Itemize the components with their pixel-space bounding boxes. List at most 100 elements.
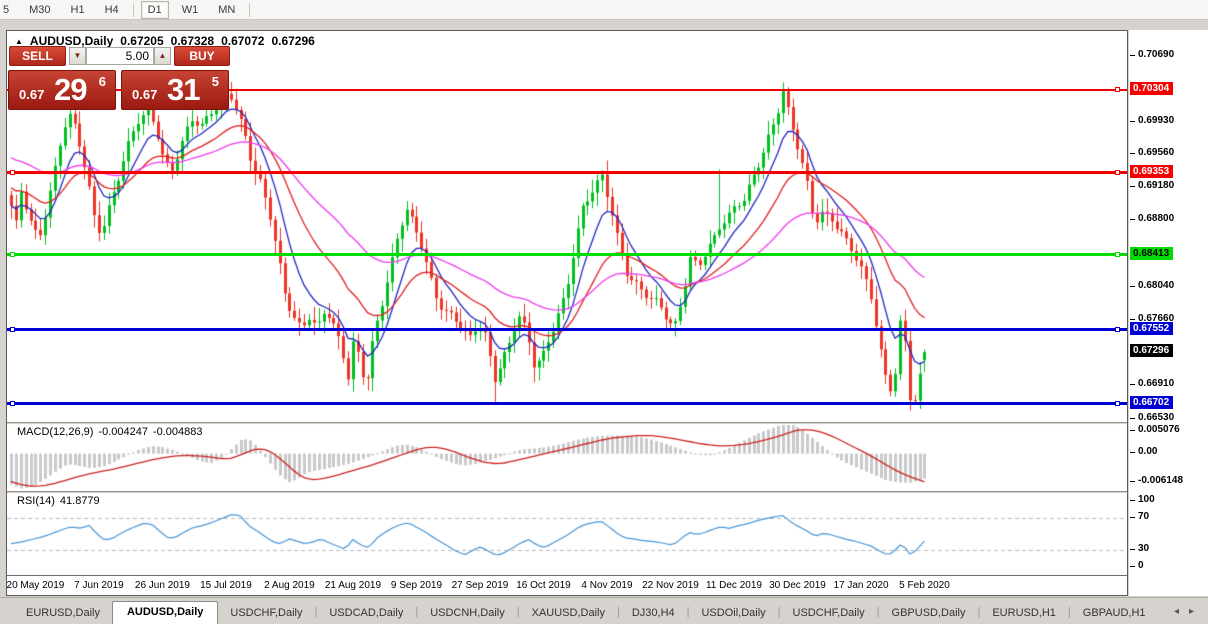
macd-value-2: -0.004883 — [152, 426, 203, 438]
line-handle-left[interactable] — [10, 326, 15, 332]
sell-price-prefix: 0.67 — [19, 87, 45, 102]
quote-low: 0.67072 — [221, 34, 265, 48]
tab-separator: | — [314, 606, 318, 618]
date-label: 11 Dec 2019 — [705, 580, 762, 591]
sell-button[interactable]: SELL — [9, 46, 66, 66]
tab-separator: | — [777, 606, 781, 618]
chart-tab-gbpaud-h1[interactable]: GBPAUD,H1 — [1082, 607, 1146, 619]
chart-tab-dj30-h4[interactable]: DJ30,H4 — [631, 607, 675, 619]
buy-price-prefix: 0.67 — [132, 87, 158, 102]
timeframe-button-D1[interactable]: D1 — [140, 0, 169, 19]
chart-tab-usdchf-daily[interactable]: USDCHF,Daily — [230, 607, 303, 619]
date-label: 22 Nov 2019 — [642, 580, 699, 591]
chart-tab-usdcnh-daily[interactable]: USDCNH,Daily — [430, 607, 505, 619]
line-handle-right[interactable] — [1115, 86, 1120, 92]
date-label: 26 Jun 2019 — [134, 580, 190, 591]
timeframe-button-H1[interactable]: H1 — [70, 3, 85, 16]
quote-high: 0.67328 — [170, 34, 215, 48]
buy-price-main: 31 — [167, 72, 200, 107]
date-label: 4 Nov 2019 — [581, 580, 633, 591]
macd-indicator-label: MACD(12,26,9) -0.004247 -0.004883 — [17, 426, 203, 438]
tab-separator: | — [415, 606, 419, 618]
horizontal-line-0.68413[interactable] — [7, 251, 1127, 257]
chart-window: ▲ AUDUSD,Daily 0.67205 0.67328 0.67072 0… — [6, 30, 1128, 596]
level-price-badge: 0.68413 — [1130, 246, 1174, 260]
date-label: 21 Aug 2019 — [324, 580, 382, 591]
chart-tab-audusd-daily[interactable]: AUDUSD,Daily — [111, 601, 219, 624]
price-tick-label: 0.69560 — [1129, 147, 1175, 159]
rsi-name: RSI(14) — [17, 495, 55, 507]
line-handle-right[interactable] — [1115, 251, 1120, 257]
horizontal-line-0.67552[interactable] — [7, 326, 1127, 332]
tab-separator: | — [876, 606, 880, 618]
price-axis[interactable]: 0.70690 0.69930 0.69560 0.69180 0.68800 0.680… — [1129, 30, 1208, 596]
rsi-tick-label: 100 — [1130, 493, 1155, 505]
rsi-indicator-label: RSI(14) 41.8779 — [17, 495, 100, 507]
tab-separator: | — [977, 606, 981, 618]
chart-tab-bar: EURUSD,Daily AUDUSD,Daily USDCHF,Daily | USD… — [0, 597, 1208, 624]
one-click-trade-panel: SELL ▼ 5.00 ▲ BUY 0.67 29 6 0.67 31 5 — [8, 44, 230, 110]
chart-tab-usdchf-daily[interactable]: USDCHF,Daily — [792, 607, 865, 619]
rsi-tick-label: 30 — [1129, 542, 1150, 554]
timeframe-button-MN[interactable]: MN — [218, 3, 236, 16]
volume-input[interactable]: 5.00 — [86, 47, 154, 65]
date-label: 27 Sep 2019 — [451, 580, 509, 591]
macd-name: MACD(12,26,9) — [17, 426, 94, 438]
timeframe-button-5[interactable]: 5 — [3, 3, 10, 16]
macd-tick-label: -0.006148 — [1129, 475, 1184, 486]
toolbar-separator — [132, 2, 134, 17]
price-tick-label: 0.68040 — [1129, 279, 1175, 291]
line-handle-right[interactable] — [1115, 326, 1120, 332]
price-tick-label: 0.67660 — [1129, 312, 1175, 324]
timeframe-button-W1[interactable]: W1 — [181, 3, 199, 16]
sell-price-box[interactable]: 0.67 29 6 — [8, 70, 116, 110]
macd-tick-label: 0.005076 — [1130, 423, 1180, 435]
date-axis[interactable]: 20 May 2019 7 Jun 2019 26 Jun 2019 15 Jul 2… — [7, 575, 1127, 595]
chart-tab-eurusd-h1[interactable]: EURUSD,H1 — [992, 607, 1056, 619]
line-handle-left[interactable] — [10, 251, 15, 257]
price-tick-label: 0.68800 — [1129, 213, 1175, 225]
timeframe-toolbar: 5 M30 H1 H4 D1 W1 MN — [0, 0, 1208, 20]
date-label: 5 Feb 2020 — [899, 580, 950, 591]
line-handle-left[interactable] — [10, 400, 15, 406]
volume-increase-button[interactable]: ▲ — [154, 47, 171, 65]
volume-decrease-button[interactable]: ▼ — [69, 47, 86, 65]
quote-close: 0.67296 — [271, 34, 315, 48]
price-tick-label: 0.66530 — [1129, 411, 1175, 423]
sell-price-pip: 6 — [98, 74, 106, 89]
price-tick-label: 0.66910 — [1129, 378, 1175, 390]
tab-separator: | — [686, 606, 690, 618]
chart-tab-eurusd-daily[interactable]: EURUSD,Daily — [26, 607, 100, 619]
rsi-pane-splitter[interactable] — [7, 491, 1127, 494]
chart-quote-header: ▲ AUDUSD,Daily 0.67205 0.67328 0.67072 0… — [15, 34, 315, 48]
tab-scroll-left-icon[interactable]: ◂ — [1173, 606, 1179, 617]
tab-scroll-right-icon[interactable]: ▸ — [1188, 606, 1194, 617]
chart-tab-gbpusd-daily[interactable]: GBPUSD,Daily — [891, 607, 966, 619]
tab-separator: | — [616, 606, 620, 618]
horizontal-line-0.69353[interactable] — [7, 169, 1127, 175]
horizontal-line-0.66702[interactable] — [7, 400, 1127, 406]
chart-tab-xauusd-daily[interactable]: XAUUSD,Daily — [531, 607, 605, 619]
line-handle-left[interactable] — [10, 169, 15, 175]
tab-separator: | — [516, 606, 520, 618]
date-label: 2 Aug 2019 — [264, 580, 315, 591]
quote-open: 0.67205 — [120, 34, 164, 48]
timeframe-button-M30[interactable]: M30 — [29, 3, 51, 16]
level-price-badge: 0.66702 — [1130, 395, 1174, 409]
buy-price-box[interactable]: 0.67 31 5 — [121, 70, 229, 110]
line-handle-right[interactable] — [1115, 169, 1120, 175]
sell-price-main: 29 — [54, 72, 87, 107]
macd-pane-splitter[interactable] — [7, 422, 1127, 425]
line-handle-right[interactable] — [1115, 400, 1120, 406]
collapse-arrow-icon[interactable]: ▲ — [15, 36, 23, 46]
price-tick-label: 0.69930 — [1129, 114, 1175, 126]
buy-button[interactable]: BUY — [174, 46, 230, 66]
chevron-down-icon: ▼ — [73, 51, 82, 60]
timeframe-button-H4[interactable]: H4 — [104, 3, 119, 16]
buy-price-pip: 5 — [211, 74, 219, 89]
level-price-badge: 0.69353 — [1130, 164, 1174, 178]
quote-symbol: AUDUSD,Daily — [29, 34, 114, 48]
chart-tab-usdoil-daily[interactable]: USDOil,Daily — [701, 607, 766, 619]
chart-tab-usdcad-daily[interactable]: USDCAD,Daily — [329, 607, 404, 619]
price-chart-canvas[interactable] — [7, 31, 1127, 595]
